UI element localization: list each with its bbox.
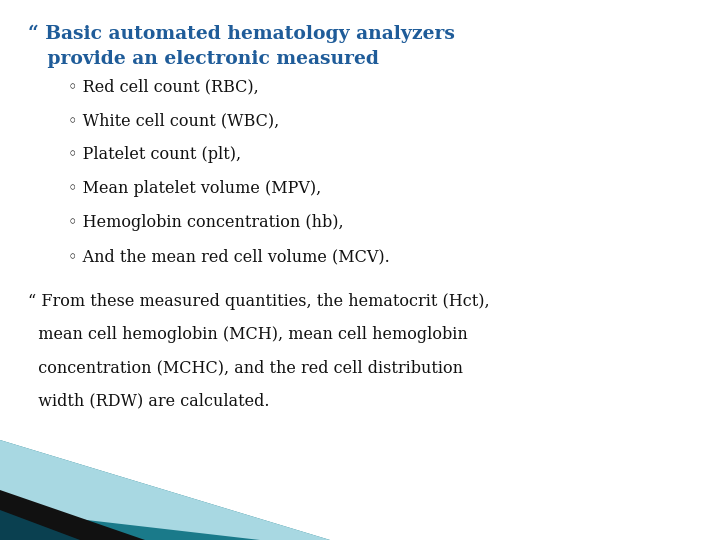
Text: “ From these measured quantities, the hematocrit (Hct),: “ From these measured quantities, the he… <box>28 293 490 310</box>
Text: “ Basic automated hematology analyzers: “ Basic automated hematology analyzers <box>28 25 455 43</box>
Text: provide an electronic measured: provide an electronic measured <box>28 50 379 68</box>
Text: ◦ Mean platelet volume (MPV),: ◦ Mean platelet volume (MPV), <box>68 180 321 197</box>
Text: ◦ And the mean red cell volume (MCV).: ◦ And the mean red cell volume (MCV). <box>68 248 390 265</box>
Text: ◦ Platelet count (plt),: ◦ Platelet count (plt), <box>68 146 241 163</box>
Text: ◦ Hemoglobin concentration (hb),: ◦ Hemoglobin concentration (hb), <box>68 214 343 231</box>
Polygon shape <box>0 440 330 540</box>
Text: mean cell hemoglobin (MCH), mean cell hemoglobin: mean cell hemoglobin (MCH), mean cell he… <box>28 326 468 343</box>
Text: concentration (MCHC), and the red cell distribution: concentration (MCHC), and the red cell d… <box>28 359 463 376</box>
Polygon shape <box>0 510 80 540</box>
Text: width (RDW) are calculated.: width (RDW) are calculated. <box>28 392 269 409</box>
Text: ◦ White cell count (WBC),: ◦ White cell count (WBC), <box>68 112 279 129</box>
Polygon shape <box>0 440 330 540</box>
Text: ◦ Red cell count (RBC),: ◦ Red cell count (RBC), <box>68 78 258 95</box>
Polygon shape <box>0 490 145 540</box>
